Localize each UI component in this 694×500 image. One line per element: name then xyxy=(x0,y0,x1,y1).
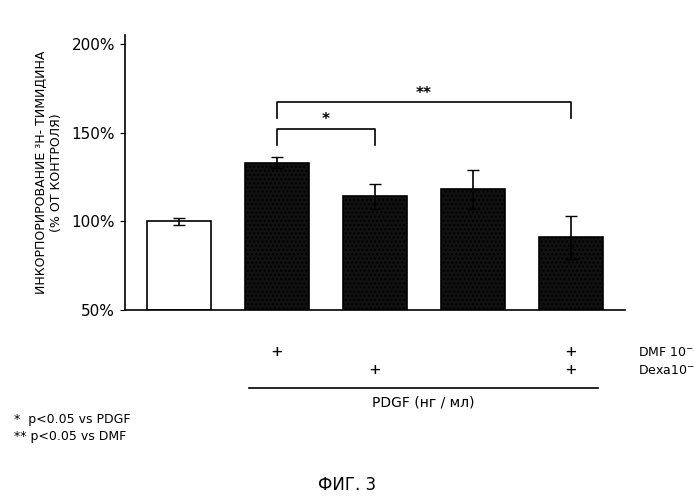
Y-axis label: ИНКОРПОРИРОВАНИЕ ³H- ТИМИДИНА
(% ОТ КОНТРОЛЯ): ИНКОРПОРИРОВАНИЕ ³H- ТИМИДИНА (% ОТ КОНТ… xyxy=(35,51,63,294)
Text: Dexa10$^{-8}$M: Dexa10$^{-8}$M xyxy=(638,362,694,378)
Text: *: * xyxy=(322,112,330,128)
Text: +: + xyxy=(566,361,576,379)
Bar xyxy=(245,162,309,310)
Bar xyxy=(539,238,602,310)
Text: +: + xyxy=(271,344,282,361)
Bar xyxy=(343,196,407,310)
Text: PDGF (нг / мл): PDGF (нг / мл) xyxy=(373,396,475,409)
Text: +: + xyxy=(369,361,380,379)
Text: **: ** xyxy=(416,86,432,100)
Bar xyxy=(147,222,211,310)
Bar xyxy=(441,190,505,310)
Text: *  p<0.05 vs PDGF: * p<0.05 vs PDGF xyxy=(14,412,130,426)
Text: DMF 10$^{-5}$M: DMF 10$^{-5}$M xyxy=(638,344,694,361)
Text: +: + xyxy=(566,344,576,361)
Text: ** p<0.05 vs DMF: ** p<0.05 vs DMF xyxy=(14,430,126,443)
Text: ФИГ. 3: ФИГ. 3 xyxy=(318,476,376,494)
